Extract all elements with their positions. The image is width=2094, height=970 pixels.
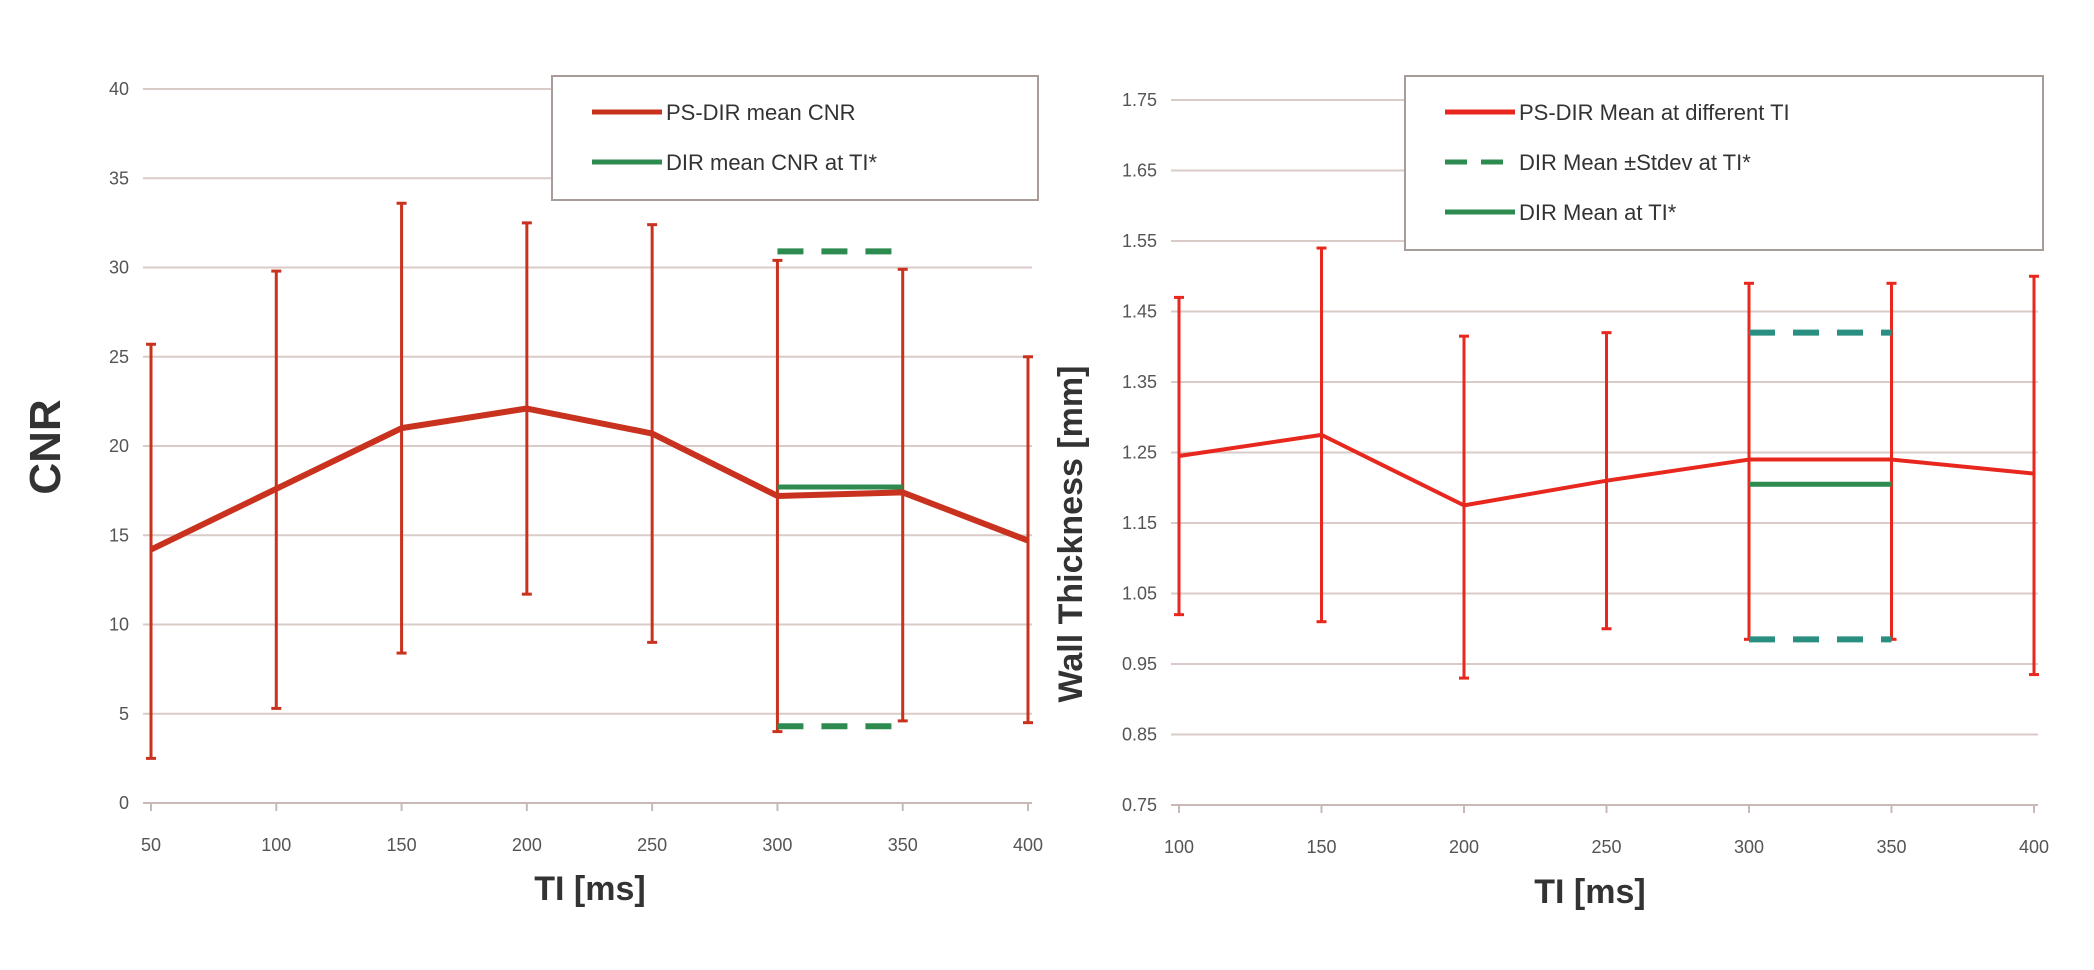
y-tick-label: 30 bbox=[109, 258, 129, 278]
y-tick-label: 25 bbox=[109, 347, 129, 367]
mean-line bbox=[149, 405, 1030, 553]
x-tick-label: 200 bbox=[512, 835, 542, 855]
legend-box bbox=[1404, 75, 2044, 251]
x-tick-label: 350 bbox=[888, 835, 918, 855]
x-tick-label: 250 bbox=[637, 835, 667, 855]
legend-label: DIR Mean at TI* bbox=[1519, 200, 1677, 225]
y-tick-label: 40 bbox=[109, 79, 129, 99]
x-tick-label: 300 bbox=[762, 835, 792, 855]
y-tick-label: 15 bbox=[109, 525, 129, 545]
y-tick-label: 0 bbox=[119, 793, 129, 813]
y-tick-label: 1.25 bbox=[1122, 443, 1157, 463]
y-tick-label: 10 bbox=[109, 615, 129, 635]
legend: PS-DIR mean CNR DIR mean CNR at TI* bbox=[551, 75, 1039, 201]
y-axis-label: Wall Thickness [mm] bbox=[1052, 366, 1090, 703]
x-tick-label: 250 bbox=[1591, 837, 1621, 857]
wall-thickness-chart: 0.75 0.85 0.95 1.05 1.15 1.25 1.35 1.45 1.55 1.65… bbox=[1052, 75, 2049, 911]
y-tick-label: 1.45 bbox=[1122, 302, 1157, 322]
x-tick-label: 150 bbox=[1306, 837, 1336, 857]
legend-box bbox=[551, 75, 1039, 201]
legend-label: DIR Mean ±Stdev at TI* bbox=[1519, 150, 1751, 175]
x-tick-label: 200 bbox=[1449, 837, 1479, 857]
x-tick-label: 350 bbox=[1876, 837, 1906, 857]
legend: PS-DIR Mean at different TI DIR Mean ±Std… bbox=[1404, 75, 2044, 251]
x-tick-label: 400 bbox=[1013, 835, 1043, 855]
legend-label: PS-DIR mean CNR bbox=[666, 100, 855, 125]
x-tick-label: 100 bbox=[1164, 837, 1194, 857]
y-tick-label: 0.95 bbox=[1122, 654, 1157, 674]
y-tick-label: 0.75 bbox=[1122, 795, 1157, 815]
x-tick-label: 50 bbox=[141, 835, 161, 855]
y-tick-label: 35 bbox=[109, 168, 129, 188]
x-tick-label: 300 bbox=[1734, 837, 1764, 857]
x-axis-label: TI [ms] bbox=[534, 870, 645, 908]
legend-label: DIR mean CNR at TI* bbox=[666, 150, 878, 175]
y-tick-label: 1.35 bbox=[1122, 372, 1157, 392]
y-axis-label: CNR bbox=[21, 399, 70, 494]
y-tick-label: 1.15 bbox=[1122, 513, 1157, 533]
y-tick-label: 20 bbox=[109, 436, 129, 456]
x-axis-label: TI [ms] bbox=[1534, 873, 1645, 911]
x-tick-label: 150 bbox=[387, 835, 417, 855]
y-tick-label: 0.85 bbox=[1122, 725, 1157, 745]
x-tick-label: 400 bbox=[2019, 837, 2049, 857]
y-tick-label: 1.05 bbox=[1122, 584, 1157, 604]
y-tick-label: 1.75 bbox=[1122, 90, 1157, 110]
x-tick-label: 100 bbox=[261, 835, 291, 855]
legend-label: PS-DIR Mean at different TI bbox=[1519, 100, 1790, 125]
cnr-chart: 0 5 10 15 20 25 30 35 40 50 100 150 200 250 300 350 400 T… bbox=[21, 75, 1043, 908]
y-tick-label: 1.55 bbox=[1122, 231, 1157, 251]
y-tick-label: 1.65 bbox=[1122, 161, 1157, 181]
y-tick-label: 5 bbox=[119, 704, 129, 724]
